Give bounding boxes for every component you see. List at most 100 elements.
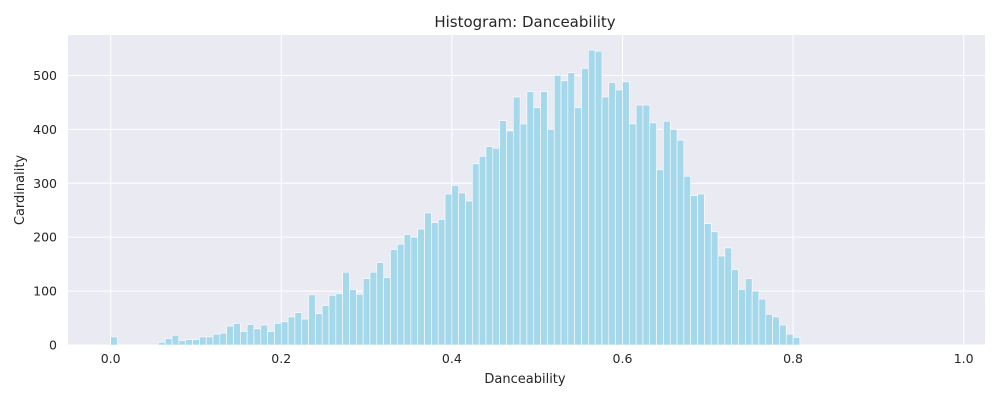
histogram-bar [690,195,698,346]
histogram-bar [601,96,610,346]
histogram-bar [396,243,405,346]
histogram-bar [697,193,705,346]
histogram-bar [356,294,364,346]
histogram-bar [724,247,732,346]
histogram-bar [506,130,514,346]
histogram-bar [219,332,227,346]
histogram-bar [431,222,439,346]
y-axis-ticks: 0 100 200 300 400 500 [33,68,57,353]
histogram-bar [745,278,753,346]
histogram-bar [253,328,262,346]
histogram-bar [390,249,398,346]
histogram-bar [280,321,289,346]
y-tick-label: 400 [33,122,57,137]
y-tick-label: 0 [49,338,57,353]
histogram-bar [785,333,794,346]
histogram-bar [185,339,193,346]
histogram-bar [226,325,234,346]
histogram-bar [376,262,384,346]
x-tick-label: 0.6 [613,351,633,366]
histogram-bar [199,336,207,346]
histogram-bar [328,295,337,346]
histogram-bar [212,333,221,346]
histogram-bar [110,336,118,346]
x-axis-ticks: 0.0 0.2 0.4 0.6 0.8 1.0 [101,351,974,366]
histogram-bar [547,129,555,346]
histogram-bar [451,185,459,346]
histogram-bar [417,228,425,346]
histogram-bars [110,49,801,346]
histogram-bar [240,331,248,346]
histogram-bar [437,219,446,346]
histogram-bar [287,316,296,346]
histogram-bar [574,107,582,346]
histogram-bar [178,340,187,346]
histogram-bar [512,96,521,346]
histogram-bar [635,104,644,346]
histogram-bar [472,163,480,346]
histogram-bar [424,212,432,346]
histogram-bar [540,91,548,346]
histogram-bar [349,289,357,346]
histogram-bar [301,318,309,346]
histogram-bar [792,337,801,346]
histogram-bar [581,68,589,346]
histogram-bar [321,305,330,346]
histogram-bar [758,298,767,346]
histogram-bar [260,324,268,346]
histogram-bar [158,342,166,346]
histogram-bar [676,139,685,346]
histogram-bar [205,336,214,346]
histogram-bar [779,324,787,346]
y-tick-label: 300 [33,176,57,191]
histogram-bar [233,323,241,346]
histogram-bar [533,107,541,346]
histogram-bar [274,323,282,346]
histogram-bar [478,156,487,346]
histogram-bar [335,293,343,346]
histogram-bar [683,175,692,346]
x-tick-label: 0.0 [101,351,121,366]
histogram-bar [656,169,664,346]
histogram-bar [765,313,773,346]
histogram-bar [171,334,180,346]
histogram-bar [294,312,303,346]
histogram-bar [622,81,630,346]
y-tick-label: 200 [33,230,57,245]
histogram-bar [342,271,350,346]
histogram-bar [751,290,760,346]
histogram-bar [458,192,466,346]
histogram-bar [738,289,746,346]
x-tick-label: 0.8 [783,351,803,366]
histogram-bar [717,255,726,346]
x-axis-title: Danceability [484,372,566,387]
histogram-bar [526,91,535,346]
histogram-bar [594,50,603,346]
y-axis-title: Cardinality [13,155,28,226]
histogram-bar [663,120,671,346]
chart-title: Histogram: Danceability [434,13,615,31]
histogram-bar [642,104,651,346]
histogram-bar [410,236,419,346]
histogram-bar [315,313,323,346]
histogram-bar [553,75,562,346]
histogram-bar [164,338,173,346]
histogram-bar [383,277,391,346]
histogram-bar [649,122,657,346]
histogram-bar [669,129,678,346]
histogram-bar [560,80,569,346]
histogram-bar [710,231,719,346]
x-tick-label: 1.0 [954,351,974,366]
histogram-bar [246,324,255,346]
histogram-bar [465,200,473,346]
histogram-bar [499,120,507,346]
x-tick-label: 0.4 [442,351,462,366]
histogram-bar [492,147,500,346]
histogram-bar [485,146,494,346]
histogram-bar [308,294,316,346]
histogram-bar [588,49,596,346]
histogram-bar [192,339,200,346]
histogram-bar [608,82,616,346]
